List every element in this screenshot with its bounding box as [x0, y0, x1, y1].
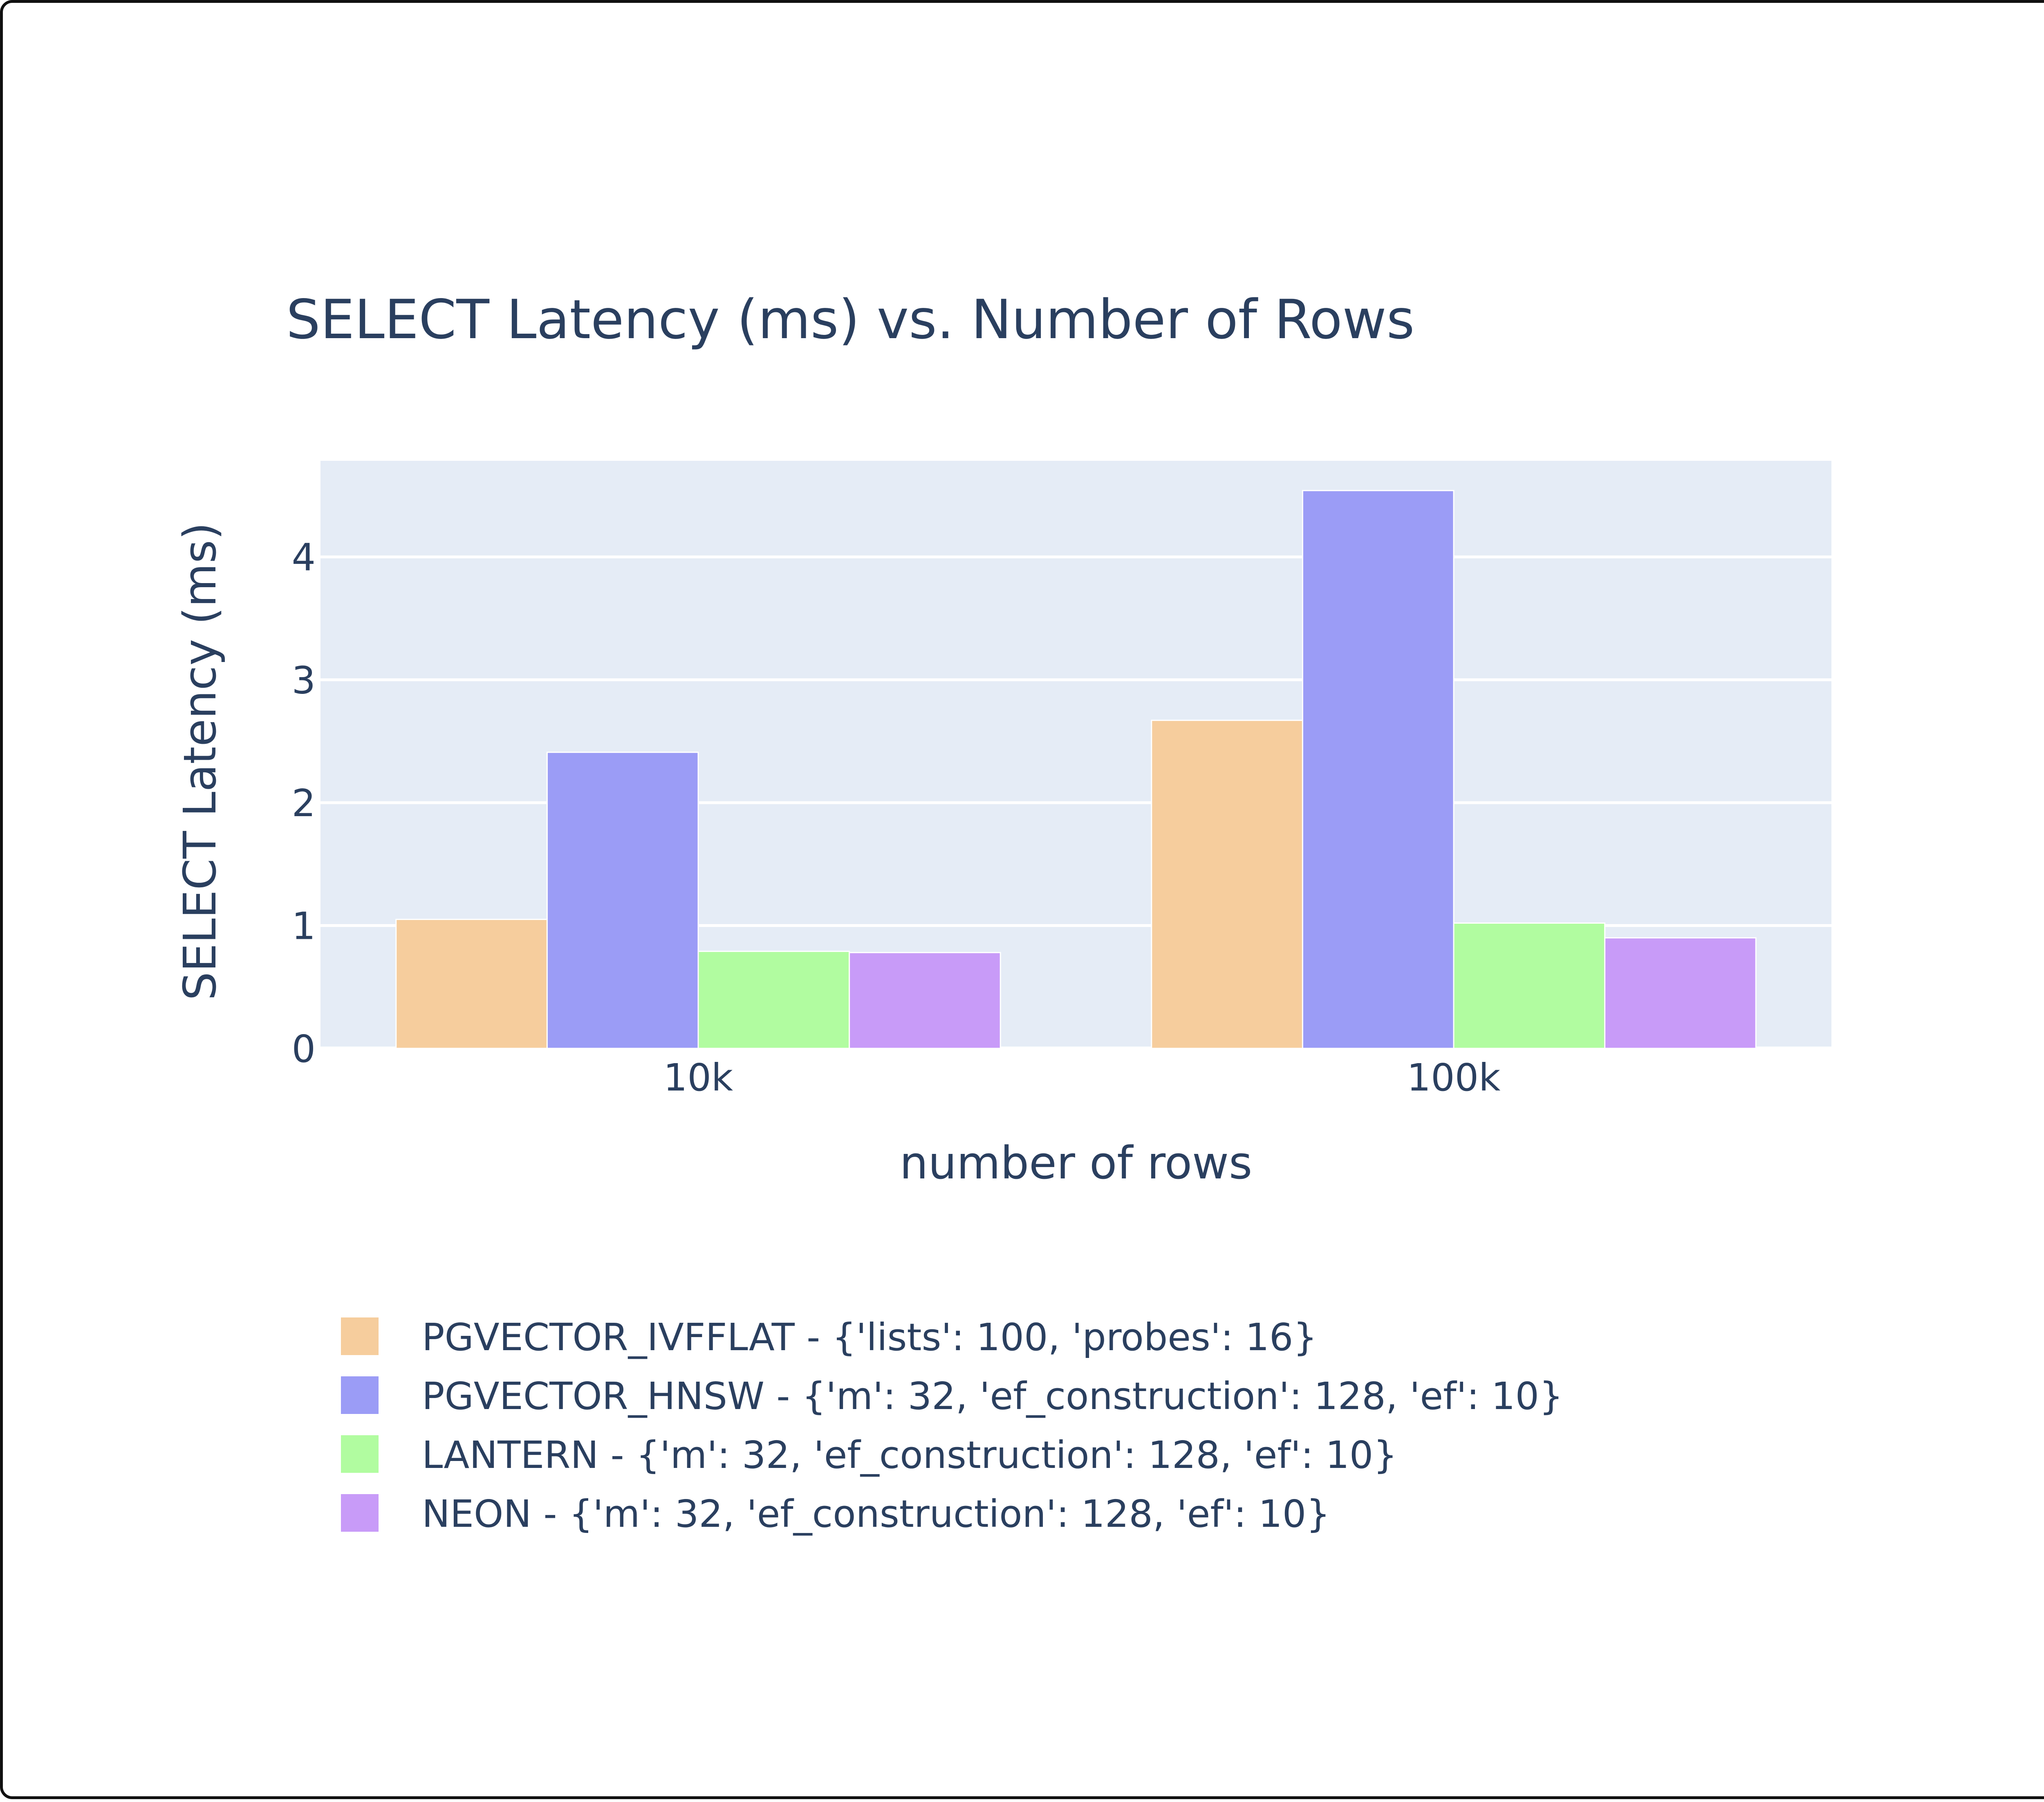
y-axis-title: SELECT Latency (ms) — [174, 522, 226, 1000]
x-tick-label: 100k — [1407, 1056, 1501, 1100]
legend-swatch[interactable] — [341, 1376, 379, 1414]
y-tick-label: 0 — [291, 1027, 316, 1071]
bar-100k-1[interactable] — [1302, 490, 1455, 1049]
x-axis-title: number of rows — [900, 1137, 1253, 1189]
y-axis-ticks: 0 1 2 3 4 — [291, 536, 316, 1071]
bar-chart: SELECT Latency (ms) vs. Number of Rows 0… — [174, 288, 1831, 1536]
y-tick-label: 3 — [291, 659, 316, 702]
bar-10k-2[interactable] — [697, 951, 850, 1049]
legend-item-label[interactable]: PGVECTOR_IVFFLAT - {'lists': 100, 'probe… — [422, 1315, 1317, 1359]
bar-100k-2[interactable] — [1453, 922, 1606, 1049]
y-tick-label: 4 — [291, 536, 316, 579]
legend-item-label[interactable]: LANTERN - {'m': 32, 'ef_construction': 1… — [422, 1433, 1397, 1477]
bar-10k-1[interactable] — [546, 752, 699, 1049]
y-tick-label: 2 — [291, 781, 316, 825]
bar-100k-3[interactable] — [1604, 937, 1757, 1049]
legend-item-label[interactable]: PGVECTOR_HNSW - {'m': 32, 'ef_constructi… — [422, 1374, 1563, 1418]
legend-swatch[interactable] — [341, 1494, 379, 1532]
x-tick-label: 10k — [663, 1056, 733, 1100]
bar-10k-3[interactable] — [849, 952, 1001, 1049]
chart-title: SELECT Latency (ms) vs. Number of Rows — [286, 288, 1414, 351]
legend-item-label[interactable]: NEON - {'m': 32, 'ef_construction': 128,… — [422, 1492, 1330, 1536]
x-axis-ticks: 10k 100k — [663, 1056, 1501, 1100]
legend[interactable]: PGVECTOR_IVFFLAT - {'lists': 100, 'probe… — [341, 1315, 1563, 1536]
bar-10k-0[interactable] — [395, 918, 548, 1049]
y-tick-label: 1 — [291, 904, 316, 948]
bar-100k-0[interactable] — [1151, 720, 1303, 1049]
legend-swatch[interactable] — [341, 1435, 379, 1473]
bars — [395, 490, 1757, 1049]
legend-swatch[interactable] — [341, 1317, 379, 1355]
